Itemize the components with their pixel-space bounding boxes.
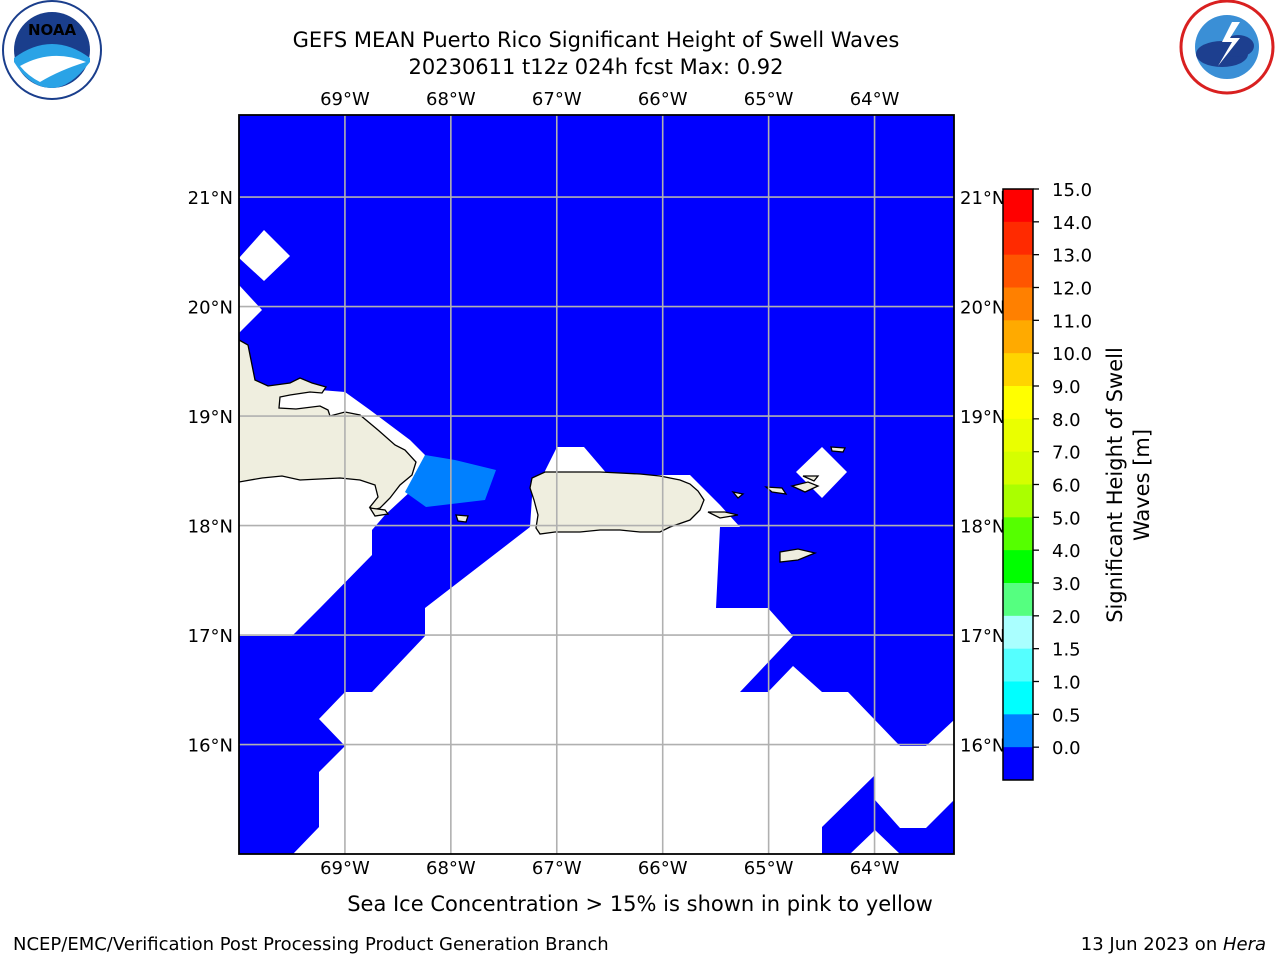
lat-label: 20°N bbox=[188, 298, 233, 319]
graticule bbox=[239, 115, 954, 854]
landmass bbox=[239, 339, 847, 563]
lat-label: 19°N bbox=[188, 407, 233, 428]
map-panel: 69°W 68°W 67°W 66°W 65°W 64°W 69°W 68°W 67°W 66°… bbox=[188, 89, 1006, 879]
colorbar-tick-label: 3.0 bbox=[1052, 574, 1081, 595]
lon-labels-bottom: 69°W 68°W 67°W 66°W 65°W 64°W bbox=[320, 858, 900, 879]
colorbar-swatch bbox=[1003, 418, 1033, 453]
colorbar-tick-label: 5.0 bbox=[1052, 508, 1081, 529]
colorbar-tick-label: 1.5 bbox=[1052, 640, 1081, 661]
colorbar-swatches bbox=[1003, 189, 1033, 781]
noaa-logo-icon: NOAA bbox=[2, 0, 102, 100]
colorbar-tick-label: 7.0 bbox=[1052, 443, 1081, 464]
colorbar-tick-label: 14.0 bbox=[1052, 213, 1092, 234]
colorbar-tick-label: 4.0 bbox=[1052, 541, 1081, 562]
chart-subtitle: 20230611 t12z 024h fcst Max: 0.92 bbox=[409, 55, 784, 79]
lat-label: 18°N bbox=[188, 517, 233, 538]
colorbar-tick-label: 11.0 bbox=[1052, 311, 1092, 332]
lon-label: 64°W bbox=[850, 858, 900, 879]
footer-left: NCEP/EMC/Verification Post Processing Pr… bbox=[13, 934, 609, 955]
colorbar-swatch bbox=[1003, 254, 1033, 288]
colorbar-swatch bbox=[1003, 648, 1033, 682]
lat-label: 18°N bbox=[960, 517, 1005, 538]
colorbar-swatch bbox=[1003, 451, 1033, 485]
colorbar-swatch bbox=[1003, 714, 1033, 748]
footer-date: 13 Jun 2023 on bbox=[1081, 934, 1223, 955]
lat-label: 16°N bbox=[960, 736, 1005, 757]
colorbar-tick-label: 8.0 bbox=[1052, 410, 1081, 431]
colorbar-tick-label: 10.0 bbox=[1052, 344, 1092, 365]
colorbar-swatch bbox=[1003, 484, 1033, 518]
lon-label: 69°W bbox=[320, 89, 370, 110]
colorbar-tick-label: 12.0 bbox=[1052, 279, 1092, 300]
colorbar-label-line1: Significant Height of Swell bbox=[1103, 347, 1127, 623]
lat-labels-right: 21°N 20°N 19°N 18°N 17°N 16°N bbox=[960, 188, 1005, 756]
colorbar-swatch bbox=[1003, 287, 1033, 321]
lon-label: 68°W bbox=[426, 89, 476, 110]
colorbar-ticks: 15.0 14.0 13.0 12.0 11.0 10.0 9.0 8.0 7.0 6.0 5.0 4… bbox=[1033, 180, 1092, 759]
nws-logo-icon bbox=[1179, 0, 1275, 95]
colorbar-tick-label: 15.0 bbox=[1052, 180, 1092, 201]
colorbar: 15.0 14.0 13.0 12.0 11.0 10.0 9.0 8.0 7.0 6.0 5.0 4… bbox=[1002, 180, 1154, 781]
colorbar-swatch bbox=[1003, 681, 1033, 715]
lon-label: 68°W bbox=[426, 858, 476, 879]
colorbar-tick-label: 2.0 bbox=[1052, 607, 1081, 628]
chart-title: GEFS MEAN Puerto Rico Significant Height… bbox=[293, 28, 900, 52]
colorbar-swatch bbox=[1003, 583, 1033, 617]
lon-label: 69°W bbox=[320, 858, 370, 879]
colorbar-tick-label: 6.0 bbox=[1052, 476, 1081, 497]
lat-label: 20°N bbox=[960, 298, 1005, 319]
lat-label: 17°N bbox=[960, 626, 1005, 647]
noaa-logo-text: NOAA bbox=[28, 21, 77, 39]
lon-label: 67°W bbox=[532, 89, 582, 110]
colorbar-tick-label: 9.0 bbox=[1052, 377, 1081, 398]
colorbar-swatch bbox=[1003, 386, 1033, 420]
lon-label: 66°W bbox=[638, 89, 688, 110]
lon-labels-top: 69°W 68°W 67°W 66°W 65°W 64°W bbox=[320, 89, 900, 110]
colorbar-swatch bbox=[1003, 615, 1033, 650]
lon-label: 65°W bbox=[744, 89, 794, 110]
colorbar-tick-label: 0.5 bbox=[1052, 705, 1081, 726]
colorbar-tick-label: 0.0 bbox=[1052, 738, 1081, 759]
lat-label: 16°N bbox=[188, 736, 233, 757]
map-frame bbox=[238, 114, 955, 855]
colorbar-swatch bbox=[1003, 189, 1033, 223]
footer-right: 13 Jun 2023 on Hera bbox=[1081, 934, 1266, 955]
colorbar-label-line2: Waves [m] bbox=[1130, 429, 1154, 541]
lat-labels-left: 21°N 20°N 19°N 18°N 17°N 16°N bbox=[188, 188, 233, 756]
colorbar-tick-label: 13.0 bbox=[1052, 246, 1092, 267]
lon-label: 64°W bbox=[850, 89, 900, 110]
sea-ice-note: Sea Ice Concentration > 15% is shown in … bbox=[347, 892, 933, 916]
lat-label: 21°N bbox=[188, 188, 233, 209]
colorbar-swatch bbox=[1003, 353, 1033, 387]
colorbar-tick-label: 1.0 bbox=[1052, 673, 1081, 694]
colorbar-swatch bbox=[1003, 517, 1033, 551]
colorbar-swatch bbox=[1003, 320, 1033, 354]
lon-label: 66°W bbox=[638, 858, 688, 879]
lat-label: 21°N bbox=[960, 188, 1005, 209]
lon-label: 67°W bbox=[532, 858, 582, 879]
lon-label: 65°W bbox=[744, 858, 794, 879]
colorbar-swatch bbox=[1003, 550, 1033, 584]
lat-label: 17°N bbox=[188, 626, 233, 647]
colorbar-swatch bbox=[1003, 221, 1033, 256]
footer-host: Hera bbox=[1223, 934, 1266, 955]
colorbar-swatch bbox=[1003, 747, 1033, 781]
lat-label: 19°N bbox=[960, 407, 1005, 428]
